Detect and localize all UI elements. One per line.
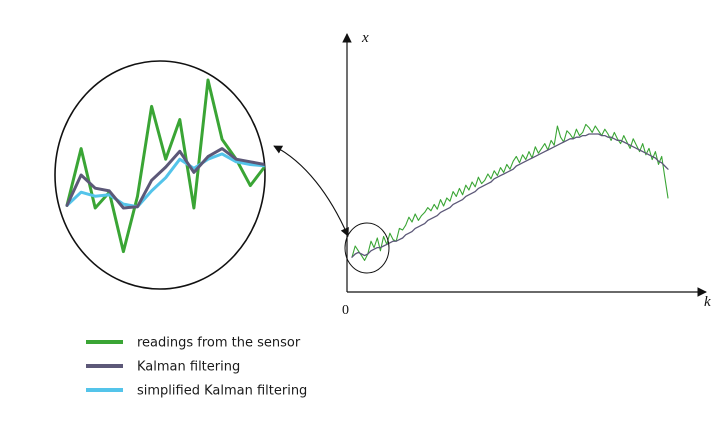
inset-series-group <box>65 78 265 254</box>
inset-magnifier <box>54 60 266 290</box>
main-series-group <box>351 123 669 261</box>
zoom-connector-arrow <box>273 145 349 237</box>
inset-series-sensor-readings <box>65 78 265 254</box>
inset-series-simplified-kalman <box>65 152 265 209</box>
inset-series-kalman-filtering <box>65 147 265 210</box>
x-axis-label: k <box>704 294 711 310</box>
legend-label-simplified: simplified Kalman filtering <box>137 384 307 399</box>
legend-label-sensor: readings from the sensor <box>137 336 301 351</box>
legend-label-kalman: Kalman filtering <box>137 360 240 375</box>
origin-label: 0 <box>342 303 349 318</box>
zoom-region-circle <box>344 222 390 274</box>
legend: readings from the sensor Kalman filtering… <box>86 336 307 399</box>
series-kalman-filtering <box>351 133 669 258</box>
series-sensor-readings <box>351 123 669 261</box>
y-axis-label: x <box>361 30 369 46</box>
